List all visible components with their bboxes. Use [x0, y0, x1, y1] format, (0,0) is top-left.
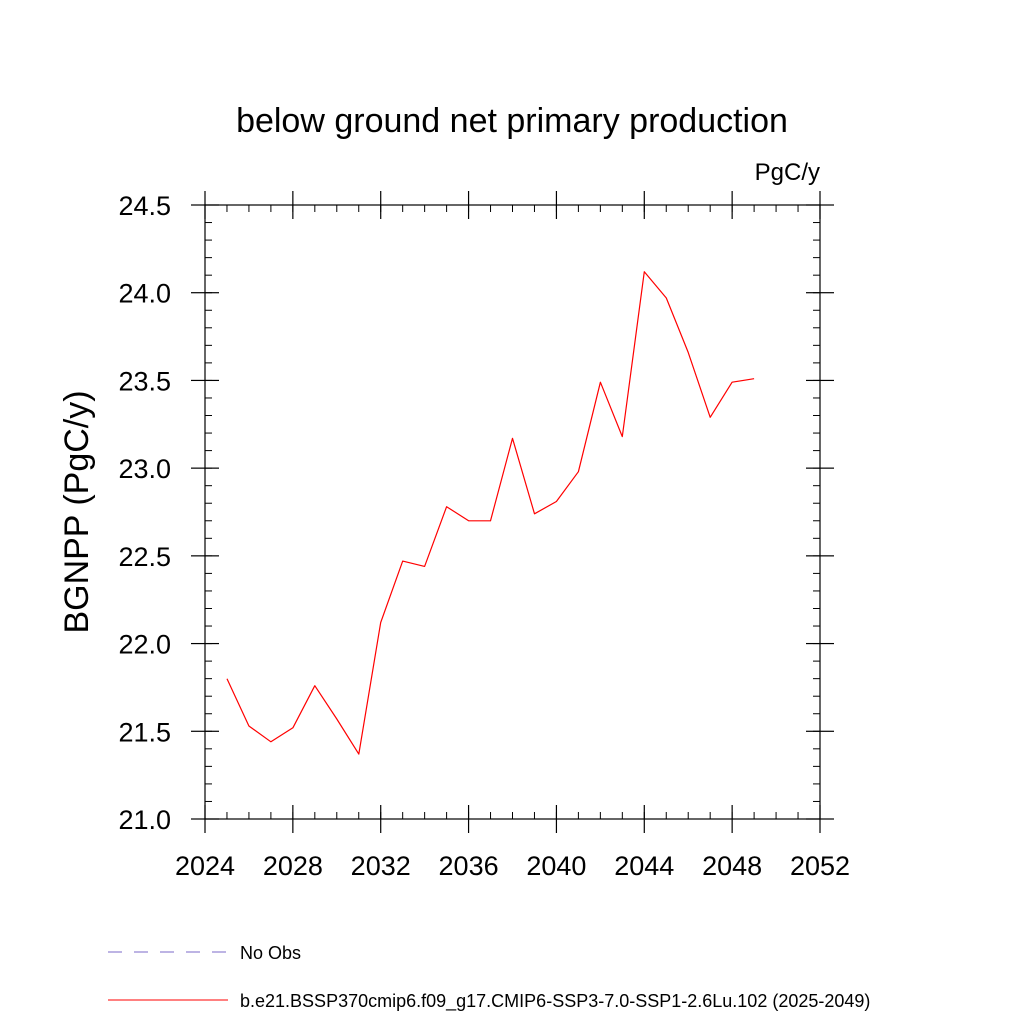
x-tick-label: 2036	[439, 851, 499, 881]
legend-label: No Obs	[240, 943, 301, 963]
y-axis-ticks: 21.0 21.5 22.0 22.5 23.0 23.5 24.0 24.5	[118, 191, 834, 835]
y-tick-label: 22.5	[118, 542, 171, 572]
x-tick-label: 2040	[526, 851, 586, 881]
x-tick-label: 2044	[614, 851, 674, 881]
series-line	[226, 271, 755, 755]
chart-title: below ground net primary production	[236, 102, 788, 140]
units-label: PgC/y	[755, 159, 820, 186]
x-tick-label: 2028	[263, 851, 323, 881]
x-tick-label: 2052	[790, 851, 850, 881]
plot-border	[204, 204, 821, 820]
y-axis-label: BGNPP (PgC/y)	[58, 390, 96, 633]
y-tick-label: 24.0	[118, 279, 171, 309]
x-tick-label: 2024	[175, 851, 235, 881]
y-tick-label: 21.0	[118, 805, 171, 835]
y-tick-label: 24.5	[118, 191, 171, 221]
x-tick-label: 2048	[702, 851, 762, 881]
x-tick-label: 2032	[351, 851, 411, 881]
x-axis-ticks: 2024 2028 2032 2036 2040 2044 2048 2052	[175, 191, 850, 881]
series-layer	[226, 271, 755, 755]
plot-frame	[204, 204, 821, 820]
legend: No Obs b.e21.BSSP370cmip6.f09_g17.CMIP6-S…	[108, 943, 870, 1012]
y-tick-label: 23.5	[118, 366, 171, 396]
y-tick-label: 21.5	[118, 717, 171, 747]
y-tick-label: 22.0	[118, 630, 171, 660]
legend-label: b.e21.BSSP370cmip6.f09_g17.CMIP6-SSP3-7.…	[240, 991, 870, 1012]
y-tick-label: 23.0	[118, 454, 171, 484]
